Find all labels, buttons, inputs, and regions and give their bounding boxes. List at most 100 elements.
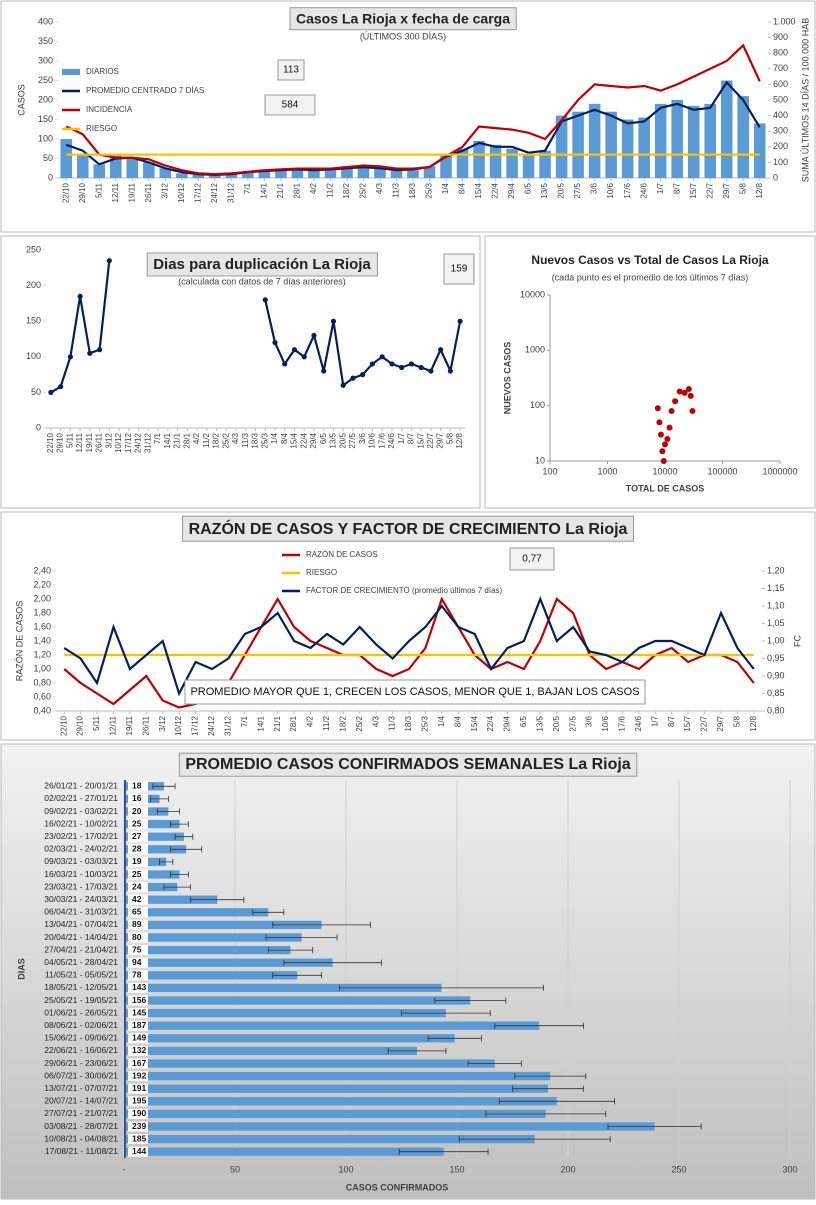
- bar: [588, 103, 601, 178]
- point: [447, 368, 453, 374]
- error-bar: [512, 1085, 584, 1092]
- bar: [124, 1109, 546, 1119]
- x-tick-label: 29/4: [507, 182, 516, 198]
- bar: [124, 1134, 535, 1144]
- x-tick-label: 1/4: [437, 715, 446, 727]
- bar: [124, 845, 187, 854]
- point: [666, 424, 673, 431]
- y-tick-label: 29/06/21 - 23/06/21: [44, 1058, 118, 1068]
- y2-tick-label: 300: [773, 126, 788, 136]
- x-tick-label: 8/4: [458, 182, 467, 194]
- value-label: 89: [132, 919, 142, 929]
- value-label: 18: [132, 781, 142, 791]
- value-label: 192: [132, 1070, 146, 1080]
- y2-tick-label: 1,10: [767, 600, 785, 610]
- bar: [621, 119, 634, 178]
- x-tick-label: 26/11: [141, 715, 150, 735]
- point: [77, 293, 83, 299]
- y-tick-label: 02/02/21 - 27/01/21: [44, 793, 118, 803]
- bar: [671, 100, 683, 178]
- point: [399, 364, 405, 371]
- x-tick-label: 27/5: [348, 432, 357, 448]
- x-tick-label: 17/6: [618, 715, 627, 731]
- point: [685, 386, 692, 393]
- bar: [654, 103, 667, 178]
- y2-tick-label: 200: [773, 141, 788, 151]
- y-tick-label: 11/05/21 - 05/05/21: [45, 970, 118, 980]
- bar: [473, 140, 485, 178]
- legend-label: PROMEDIO CENTRADO 7 DÍAS: [86, 86, 204, 95]
- x-tick-label: 17/12: [124, 432, 133, 453]
- point: [408, 361, 415, 367]
- annotation-box: [264, 94, 316, 116]
- label-bg: [128, 781, 148, 792]
- line-series: [63, 596, 755, 709]
- point: [311, 332, 317, 339]
- x-tick-label: 31/12: [224, 715, 233, 736]
- x-tick-label: 11/2: [326, 182, 335, 198]
- x-tick-label: 11/2: [202, 432, 211, 448]
- bar: [176, 173, 188, 178]
- y-tick-label: 01/06/21 - 26/05/21: [44, 1007, 118, 1017]
- label-bg: [128, 1033, 148, 1044]
- bar: [522, 154, 535, 178]
- y-tick-label: 100: [530, 400, 545, 410]
- label-bg: [128, 819, 148, 830]
- x-tick-label: 100: [542, 466, 557, 476]
- label-bg: [128, 1121, 148, 1132]
- x-tick-label: 24/12: [210, 182, 219, 203]
- x-tick-label: 22/10: [59, 715, 68, 736]
- value-label: 20: [132, 806, 142, 816]
- x-tick-label: 18/3: [404, 715, 413, 731]
- x-tick-label: 17/12: [193, 182, 202, 203]
- error-bar: [514, 1073, 587, 1080]
- chart-subtitle: (ÚLTIMOS 300 DÍAS): [360, 31, 446, 41]
- y-tick-label: 0,80: [33, 677, 51, 687]
- x-tick-label: 15/7: [416, 432, 425, 448]
- point: [321, 368, 327, 374]
- x-tick-label: 28/1: [289, 715, 298, 731]
- y-tick-label: 26/01/21 - 20/01/21: [44, 781, 118, 791]
- error-bar: [494, 1022, 584, 1029]
- x-tick-label: 15/4: [474, 182, 483, 198]
- x-tick-label: 1/4: [441, 182, 450, 194]
- y-tick-label: 13/07/21 - 07/07/21: [44, 1083, 118, 1093]
- x-tick-label: 14/1: [256, 715, 265, 731]
- bar: [124, 920, 322, 930]
- x-tick-label: 4/2: [192, 432, 201, 444]
- bar: [357, 167, 370, 178]
- value-label: 28: [132, 844, 142, 854]
- x-tick-label: 8/4: [453, 715, 462, 727]
- x-tick-label: 5/8: [445, 432, 454, 444]
- y-tick-label: 1000: [525, 345, 545, 355]
- x-tick-label: 22/7: [700, 715, 709, 731]
- x-tick-label: 24/6: [387, 432, 396, 448]
- x-tick-label: 13/5: [329, 432, 338, 448]
- x-tick-label: 12/11: [75, 432, 84, 452]
- bar: [124, 1046, 418, 1056]
- error-bar: [252, 909, 285, 916]
- y-tick-label: 10000: [520, 289, 545, 299]
- bar: [737, 96, 750, 178]
- value-label: 167: [132, 1058, 146, 1068]
- chart-title: Dias para duplicación La Rioja: [153, 256, 371, 273]
- x-tick-label: 1000000: [762, 466, 797, 476]
- y-tick-label: 2,20: [33, 579, 51, 589]
- x-tick-label: 1/4: [270, 432, 279, 444]
- x-tick-label: 3/12: [160, 182, 169, 198]
- y-tick-label: 27/04/21 - 21/04/21: [44, 944, 118, 954]
- bar: [124, 933, 302, 942]
- point: [428, 368, 434, 374]
- label-bg: [128, 1096, 148, 1107]
- annotation-box: [443, 253, 475, 285]
- y-tick-label: 250: [26, 244, 41, 254]
- error-bar: [272, 972, 322, 979]
- y-tick-label: 09/03/21 - 03/03/21: [44, 856, 118, 866]
- y-tick-label: 150: [38, 114, 53, 124]
- x-tick-label: -: [123, 1164, 126, 1174]
- label-bg: [128, 1008, 148, 1019]
- error-bar: [159, 858, 174, 865]
- x-tick-label: 29/4: [503, 715, 512, 731]
- bar: [124, 1147, 444, 1156]
- x-tick-label: 22/7: [705, 182, 714, 198]
